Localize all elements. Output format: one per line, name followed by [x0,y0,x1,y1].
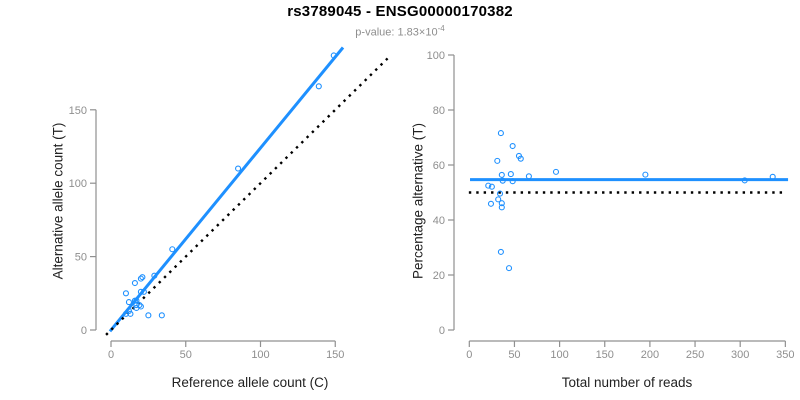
x-tick-label: 150 [326,349,344,361]
data-point [140,288,147,295]
y-tick-label: 100 [69,178,87,190]
x-tick-label: 250 [686,349,704,361]
data-point [498,200,505,207]
right-x-axis-label: Total number of reads [562,375,693,390]
figure-subtitle: p-value: 1.83×10-4 [0,24,800,39]
left-y-axis-label: Alternative allele count (T) [51,123,66,280]
data-point [133,297,140,304]
data-point [487,200,495,207]
data-point [169,246,176,253]
data-point [552,168,560,175]
data-point [496,190,504,197]
data-point [145,312,152,319]
data-point [517,155,524,162]
data-point [136,301,143,309]
data-point [127,310,134,317]
y-tick-label: 150 [69,105,87,117]
data-point [507,171,514,178]
data-point [509,178,516,185]
data-point [139,274,146,281]
y-tick-label: 40 [433,215,445,227]
x-tick-label: 200 [641,349,659,361]
data-point [497,248,504,255]
data-point [235,165,242,172]
y-tick-label: 50 [75,252,87,264]
data-point [151,272,158,279]
data-point [497,130,504,137]
y-tick-label: 80 [433,105,445,117]
x-tick-label: 50 [180,349,192,361]
figure-title: rs3789045 - ENSG00000170382 [287,3,513,20]
data-point [158,312,165,319]
x-tick-label: 100 [251,349,269,361]
data-point [499,177,506,184]
x-tick-label: 100 [550,349,568,361]
data-point [498,171,505,178]
right-y-axis-label: Percentage alternative (T) [411,123,426,279]
data-point [525,173,532,180]
identity-line [105,57,389,336]
data-point [485,182,492,189]
x-tick-label: 150 [596,349,614,361]
data-point [509,142,516,150]
data-point [137,288,144,295]
data-point [137,303,144,310]
data-point [494,157,501,164]
left-scatter-plot: 0 50 100 150 0 50 100 150 [69,46,389,361]
y-tick-label: 0 [81,325,87,337]
right-scatter-plot: 0 50 100 150 200 250 300 350 0 20 40 60 80 100 [427,50,795,361]
data-point [488,183,495,190]
y-tick-label: 100 [427,50,445,62]
data-point [125,307,132,314]
data-point [125,299,132,306]
data-point [315,83,322,90]
data-point [642,171,649,178]
x-tick-label: 0 [108,349,114,361]
x-tick-label: 0 [466,349,472,361]
pvalue-exponent: -4 [437,24,445,33]
data-point [741,177,748,184]
y-tick-label: 20 [433,270,445,282]
data-point [769,173,776,180]
pvalue-text: p-value: 1.83×10 [355,26,438,39]
data-point [131,279,138,287]
x-tick-label: 50 [508,349,520,361]
data-point [137,275,144,282]
x-tick-label: 350 [776,349,794,361]
regression-line [108,46,345,333]
data-point [498,204,505,211]
data-point [330,52,337,59]
data-point [505,265,513,272]
data-point [122,290,129,297]
data-point [495,196,502,203]
x-tick-label: 300 [731,349,749,361]
y-tick-label: 0 [439,325,445,337]
left-x-axis-label: Reference allele count (C) [172,375,329,390]
y-tick-label: 60 [433,160,445,172]
